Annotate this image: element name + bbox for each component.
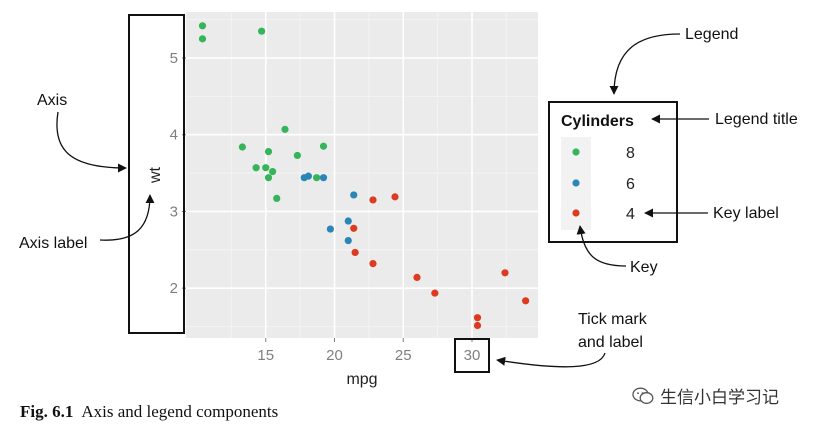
annotation-tick-mark-line-2: and label [578,334,643,351]
data-point-cyl-8 [258,27,266,35]
data-point-cyl-6 [344,217,352,225]
data-point-cyl-8 [198,22,207,30]
annotation-axis: Axis [37,92,67,109]
data-point-cyl-8 [264,148,273,156]
data-point-cyl-4 [350,224,358,232]
x-tick-label: 20 [326,347,343,364]
annotation-tick-mark-arrow [496,352,606,368]
annotation-legend: Legend [685,26,738,43]
data-point-cyl-8 [238,143,246,151]
data-point-cyl-8 [252,164,260,172]
data-point-cyl-8 [198,35,207,43]
data-point-cyl-8 [293,151,301,160]
watermark: 生信小白学习记 [632,383,779,408]
data-point-cyl-8 [281,125,289,133]
annotation-tick-mark: Tick mark and label [578,311,651,351]
figure-caption-text: Axis and legend components [81,402,279,421]
data-point-cyl-8 [313,174,321,182]
annotation-legend-arrow [609,33,681,95]
x-tick-label: 30 [464,347,481,364]
data-point-cyl-4 [501,269,509,277]
data-point-cyl-4 [369,196,377,204]
y-axis-label: wt [147,166,164,184]
data-point-cyl-6 [304,172,312,180]
y-tick-label: 4 [170,127,178,144]
data-point-cyl-6 [344,236,352,245]
data-point-cyl-4 [473,321,482,330]
data-point-cyl-4 [473,314,482,322]
figure-caption: Fig. 6.1 Axis and legend components [20,402,278,422]
annotation-key: Key [630,259,658,276]
data-point-cyl-6 [350,191,358,199]
watermark-text: 生信小白学习记 [660,388,779,407]
data-point-cyl-4 [391,193,399,201]
data-point-cyl-8 [319,142,328,150]
grid-major [186,12,538,338]
data-points [198,22,530,330]
legend-key-4 [572,209,580,217]
y-tick-label: 5 [170,50,178,67]
x-axis-label: mpg [346,371,377,388]
x-tick-label: 15 [257,347,274,364]
plot-panel [186,12,538,338]
figure-number: Fig. 6.1 [20,402,74,421]
x-axis-ticks: 15 20 25 30 [257,338,480,364]
legend-key-8 [572,148,580,156]
grid-minor [186,12,538,338]
data-point-cyl-6 [319,174,328,182]
y-tick-label: 3 [170,203,178,220]
x-tick-label: 25 [395,347,412,364]
data-point-cyl-4 [522,297,530,305]
data-point-cyl-8 [273,194,281,202]
annotation-key-arrow [576,225,627,267]
legend-title: Cylinders [561,113,634,130]
annotation-key-label: Key label [713,205,779,222]
legend-label-8: 8 [626,145,635,162]
y-tick-label: 2 [170,280,178,297]
legend-label-4: 4 [626,206,635,223]
annotation-axis-label: Axis label [19,235,87,252]
annotation-axis-arrow [56,111,127,173]
data-point-cyl-4 [413,273,421,282]
data-point-cyl-8 [262,164,270,172]
data-point-cyl-4 [351,248,359,257]
wechat-icon [632,387,654,404]
data-point-cyl-8 [264,174,273,182]
annotation-legend-title: Legend title [715,111,798,128]
data-point-cyl-8 [269,167,277,176]
legend-label-6: 6 [626,176,635,193]
data-point-cyl-4 [369,259,377,268]
annotation-tick-mark-line-1: Tick mark [578,311,648,328]
annotation-axis-label-arrow [99,194,155,241]
data-point-cyl-6 [326,225,334,233]
data-point-cyl-4 [431,289,439,297]
tick-highlight-box [454,338,490,373]
axis-highlight-box [128,14,185,334]
legend-key-6 [572,179,580,187]
